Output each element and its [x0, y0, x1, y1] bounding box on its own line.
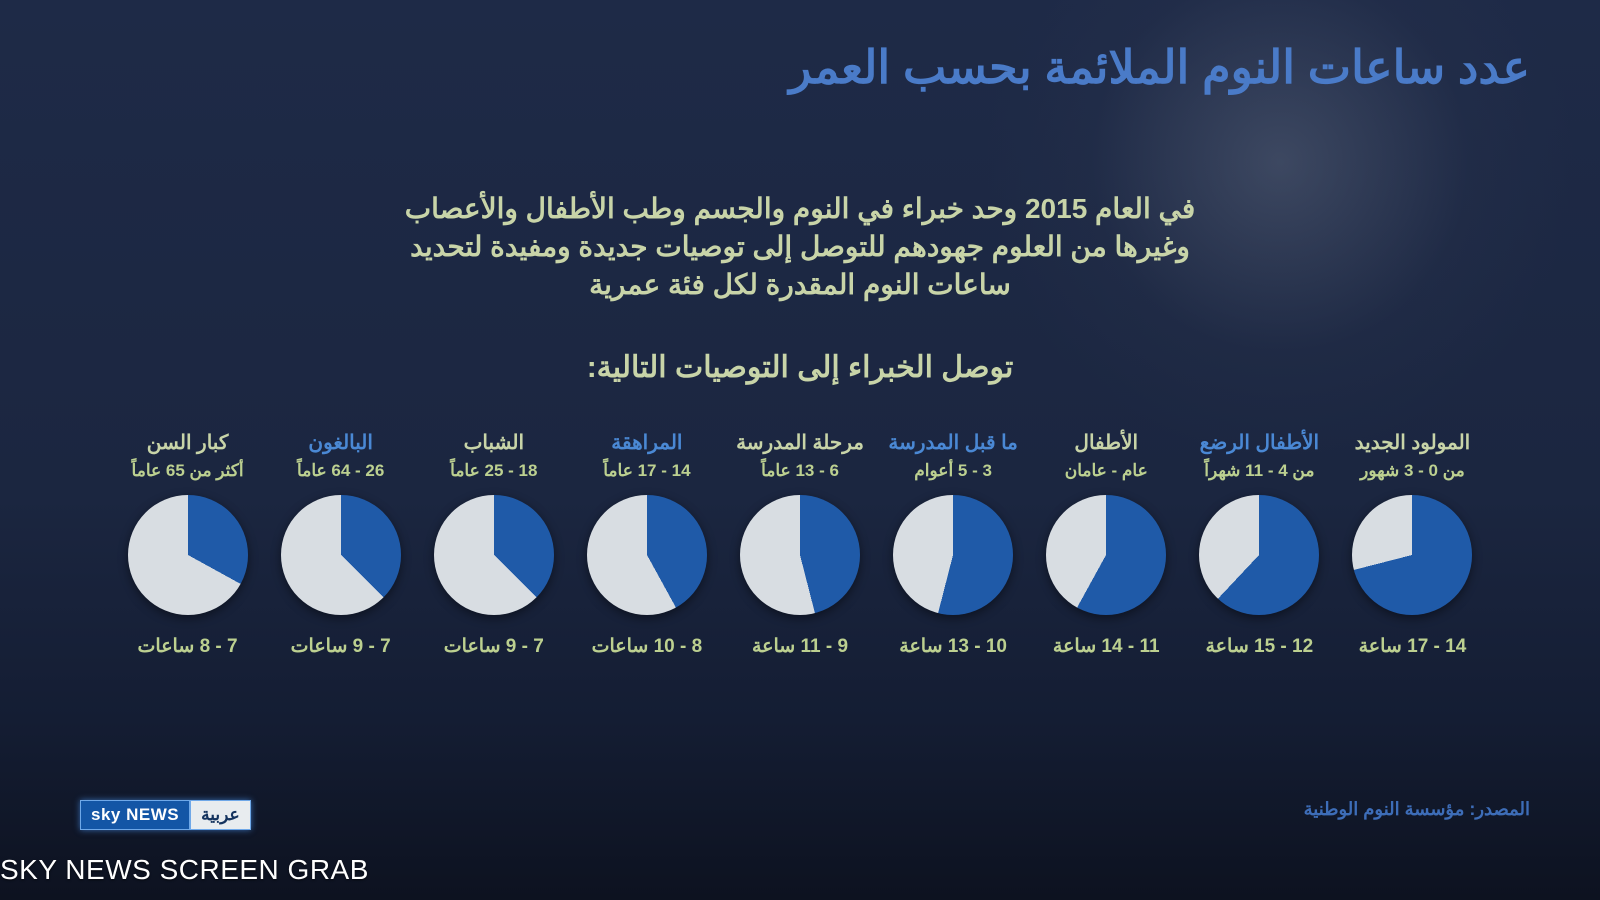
hours-label: 7 - 8 ساعات [138, 635, 238, 658]
sleep-hours-pie [128, 495, 248, 615]
category-label: مرحلة المدرسة [736, 430, 864, 455]
category-label: البالغون [308, 430, 373, 455]
category-label: المولود الجديد [1355, 430, 1471, 455]
page-title: عدد ساعات النوم الملائمة بحسب العمر [789, 40, 1530, 94]
logo-sky-text: sky NEWS [80, 800, 190, 830]
pie-chart-row: المولود الجديدمن 0 - 3 شهور14 - 17 ساعةا… [0, 430, 1600, 658]
age-category-cell: ما قبل المدرسة 3 - 5 أعوام 10 - 13 ساعة [886, 430, 1021, 658]
category-label: الأطفال الرضع [1200, 430, 1320, 455]
sleep-hours-pie [893, 495, 1013, 615]
age-category-cell: البالغون 26 - 64 عاماً 7 - 9 ساعات [273, 430, 408, 658]
subheading: توصل الخبراء إلى التوصيات التالية: [587, 350, 1014, 385]
sleep-hours-pie [1199, 495, 1319, 615]
logo-arabic-text: عربية [190, 800, 251, 830]
category-label: كبار السن [147, 430, 229, 455]
sleep-hours-pie [1352, 495, 1472, 615]
age-range-label: من 4 - 11 شهراً [1204, 461, 1314, 481]
age-category-cell: المولود الجديد من 0 - 3 شهور 14 - 17 ساعة [1345, 430, 1480, 658]
age-range-label: 3 - 5 أعوام [914, 461, 992, 481]
hours-label: 7 - 9 ساعات [444, 635, 544, 658]
intro-paragraph: في العام 2015 وحد خبراء في النوم والجسم … [390, 190, 1210, 303]
hours-label: 8 - 10 ساعات [592, 635, 703, 658]
category-label: الشباب [464, 430, 524, 455]
age-range-label: من 0 - 3 شهور [1360, 461, 1465, 481]
age-range-label: 6 - 13 عاماً [761, 461, 839, 481]
hours-label: 11 - 14 ساعة [1053, 635, 1160, 658]
hours-label: 10 - 13 ساعة [899, 635, 1007, 658]
age-category-cell: الشباب 18 - 25 عاماً 7 - 9 ساعات [426, 430, 561, 658]
age-range-label: عام - عامان [1065, 461, 1148, 481]
age-range-label: 26 - 64 عاماً [297, 461, 384, 481]
age-range-label: أكثر من 65 عاماً [132, 461, 244, 481]
source-attribution: المصدر: مؤسسة النوم الوطنية [1304, 799, 1530, 820]
sky-news-logo: sky NEWS عربية [80, 800, 251, 830]
age-range-label: 18 - 25 عاماً [450, 461, 537, 481]
age-category-cell: الأطفال الرضع من 4 - 11 شهراً 12 - 15 ساعة [1192, 430, 1327, 658]
age-category-cell: المراهقة 14 - 17 عاماً 8 - 10 ساعات [579, 430, 714, 658]
age-category-cell: مرحلة المدرسة 6 - 13 عاماً 9 - 11 ساعة [732, 430, 867, 658]
sleep-hours-pie [434, 495, 554, 615]
hours-label: 14 - 17 ساعة [1359, 635, 1467, 658]
age-range-label: 14 - 17 عاماً [603, 461, 690, 481]
sleep-hours-pie [740, 495, 860, 615]
age-category-cell: كبار السن أكثر من 65 عاماً 7 - 8 ساعات [120, 430, 255, 658]
age-category-cell: الأطفال عام - عامان 11 - 14 ساعة [1039, 430, 1174, 658]
hours-label: 7 - 9 ساعات [291, 635, 391, 658]
category-label: الأطفال [1074, 430, 1138, 455]
sleep-hours-pie [1046, 495, 1166, 615]
screen-grab-caption: SKY NEWS SCREEN GRAB [0, 854, 369, 886]
hours-label: 12 - 15 ساعة [1206, 635, 1314, 658]
sleep-hours-pie [587, 495, 707, 615]
hours-label: 9 - 11 ساعة [752, 635, 848, 658]
category-label: المراهقة [611, 430, 682, 455]
sleep-hours-pie [281, 495, 401, 615]
category-label: ما قبل المدرسة [888, 430, 1018, 455]
